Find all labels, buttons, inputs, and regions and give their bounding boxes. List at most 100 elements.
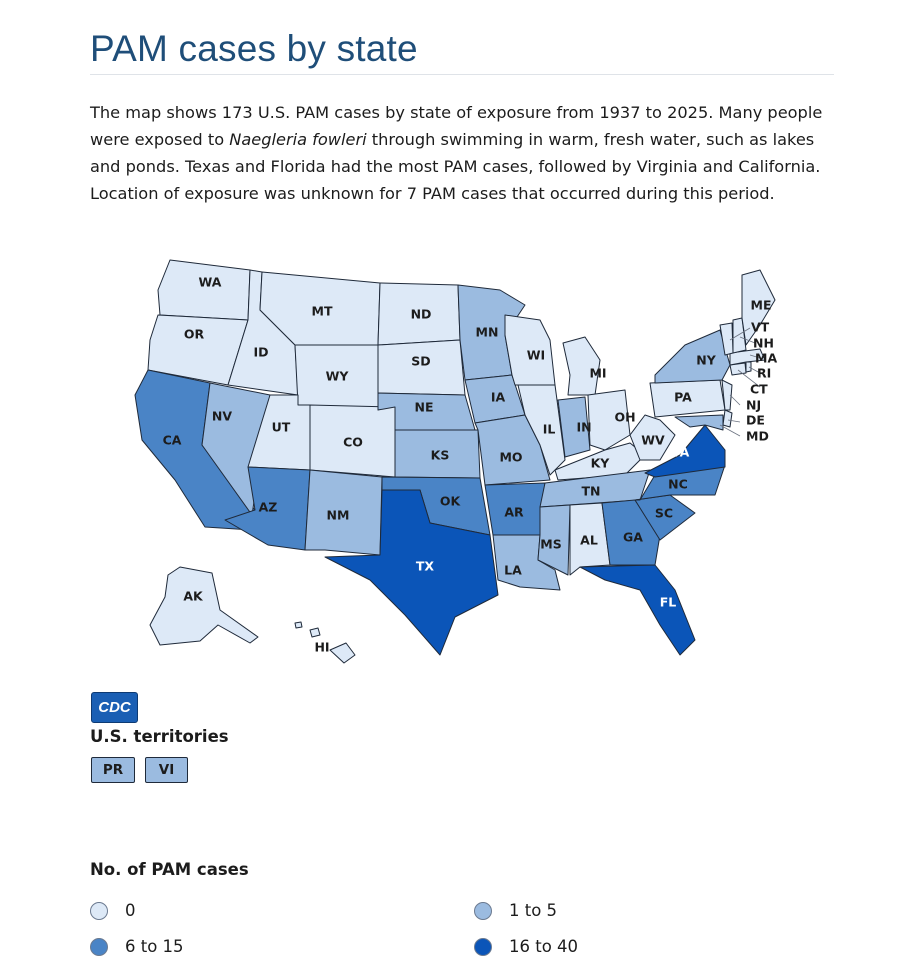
state-label-IA: IA	[491, 390, 506, 405]
legend-label: 0	[125, 901, 136, 920]
state-HI	[329, 642, 356, 664]
state-label-WY: WY	[326, 369, 350, 384]
title-divider	[90, 74, 834, 75]
state-label-UT: UT	[272, 420, 291, 435]
state-label-NJ: NJ	[746, 398, 761, 413]
legend-swatch	[474, 901, 492, 920]
state-label-OK: OK	[440, 494, 462, 509]
state-label-WV: WV	[641, 433, 665, 448]
state-AK	[149, 566, 259, 646]
state-label-NM: NM	[327, 508, 350, 523]
us-choropleth-map: WA OR CA NV ID MT WY UT CO AZ NM ND SD N…	[134, 259, 777, 664]
legend-title: No. of PAM cases	[90, 860, 249, 879]
state-HI	[294, 621, 303, 629]
state-label-AZ: AZ	[259, 500, 278, 515]
state-label-AL: AL	[580, 533, 598, 548]
legend-label: 1 to 5	[509, 901, 558, 920]
state-WA	[157, 259, 251, 321]
state-NH	[732, 317, 747, 354]
legend-item-16to40: 16 to 40	[474, 937, 578, 956]
legend-swatch	[90, 937, 108, 956]
state-label-MD: MD	[746, 429, 769, 444]
state-label-CA: CA	[163, 433, 182, 448]
state-label-WA: WA	[199, 275, 222, 290]
state-MD	[674, 414, 724, 431]
state-label-CO: CO	[343, 435, 363, 450]
state-label-ND: ND	[411, 307, 432, 322]
state-DE	[722, 409, 733, 428]
state-label-MI: MI	[589, 366, 606, 381]
state-label-KY: KY	[591, 456, 611, 471]
state-WV	[629, 414, 676, 461]
legend-swatch	[90, 901, 108, 920]
state-label-LA: LA	[504, 563, 522, 578]
state-label-PA: PA	[674, 390, 692, 405]
legend-item-0: 0	[90, 901, 136, 920]
map-description: The map shows 173 U.S. PAM cases by stat…	[90, 99, 835, 207]
page-title: PAM cases by state	[90, 28, 418, 69]
territories-title: U.S. territories	[90, 727, 229, 746]
state-label-IN: IN	[576, 420, 591, 435]
state-label-MN: MN	[476, 325, 499, 340]
state-label-NH: NH	[753, 336, 774, 351]
state-label-TN: TN	[582, 484, 601, 499]
state-label-RI: RI	[757, 366, 771, 381]
territory-vi: VI	[145, 757, 188, 783]
state-label-NY: NY	[696, 353, 716, 368]
state-label-VT: VT	[751, 320, 770, 335]
legend-item-6to15: 6 to 15	[90, 937, 184, 956]
state-label-TX: TX	[416, 559, 435, 574]
state-label-AK: AK	[183, 589, 204, 604]
territory-vi-label: VI	[158, 762, 175, 778]
description-text-2: through swimming in warm, fresh water, s…	[90, 130, 821, 203]
state-label-DE: DE	[746, 413, 765, 428]
description-text-1: The map shows 173 U.S. PAM cases by stat…	[90, 103, 823, 149]
state-MS	[537, 504, 571, 576]
legend-label: 6 to 15	[125, 937, 184, 956]
state-label-VA: VA	[671, 445, 690, 460]
state-label-MA: MA	[755, 351, 777, 366]
state-NJ	[721, 379, 733, 411]
state-label-MT: MT	[312, 304, 333, 319]
legend-swatch	[474, 937, 492, 956]
territory-pr: PR	[91, 757, 135, 783]
state-CT	[729, 362, 747, 376]
state-label-MS: MS	[540, 537, 561, 552]
state-label-SD: SD	[411, 354, 430, 369]
state-label-ME: ME	[751, 298, 772, 313]
state-IL	[517, 384, 566, 476]
state-IN	[557, 396, 591, 458]
state-label-GA: GA	[623, 530, 643, 545]
state-label-AR: AR	[504, 505, 524, 520]
state-FL	[579, 564, 696, 656]
state-NY	[654, 329, 731, 384]
state-label-FL: FL	[660, 595, 677, 610]
description-species: Naegleria fowleri	[229, 130, 367, 149]
state-label-SC: SC	[655, 506, 673, 521]
state-RI	[745, 361, 752, 373]
state-label-OH: OH	[614, 410, 635, 425]
state-MA	[729, 348, 766, 366]
cdc-logo: CDC	[91, 692, 138, 723]
state-NM	[304, 469, 383, 556]
state-label-OR: OR	[184, 327, 205, 342]
state-label-ID: ID	[253, 345, 268, 360]
state-label-KS: KS	[431, 448, 450, 463]
state-label-IL: IL	[543, 422, 556, 437]
state-label-HI: HI	[314, 640, 329, 655]
state-ME	[741, 269, 776, 346]
state-OH	[587, 389, 631, 451]
state-TX	[324, 489, 499, 656]
state-HI	[309, 627, 321, 638]
state-label-CT: CT	[750, 382, 768, 397]
legend-item-1to5: 1 to 5	[474, 901, 557, 920]
state-label-MO: MO	[499, 450, 522, 465]
legend-label: 16 to 40	[509, 937, 579, 956]
state-VA	[644, 424, 726, 478]
state-label-NV: NV	[212, 409, 232, 424]
state-AL	[569, 502, 611, 576]
state-label-WI: WI	[527, 348, 545, 363]
territory-pr-label: PR	[102, 762, 124, 778]
state-label-NC: NC	[668, 477, 688, 492]
state-label-NE: NE	[414, 400, 433, 415]
